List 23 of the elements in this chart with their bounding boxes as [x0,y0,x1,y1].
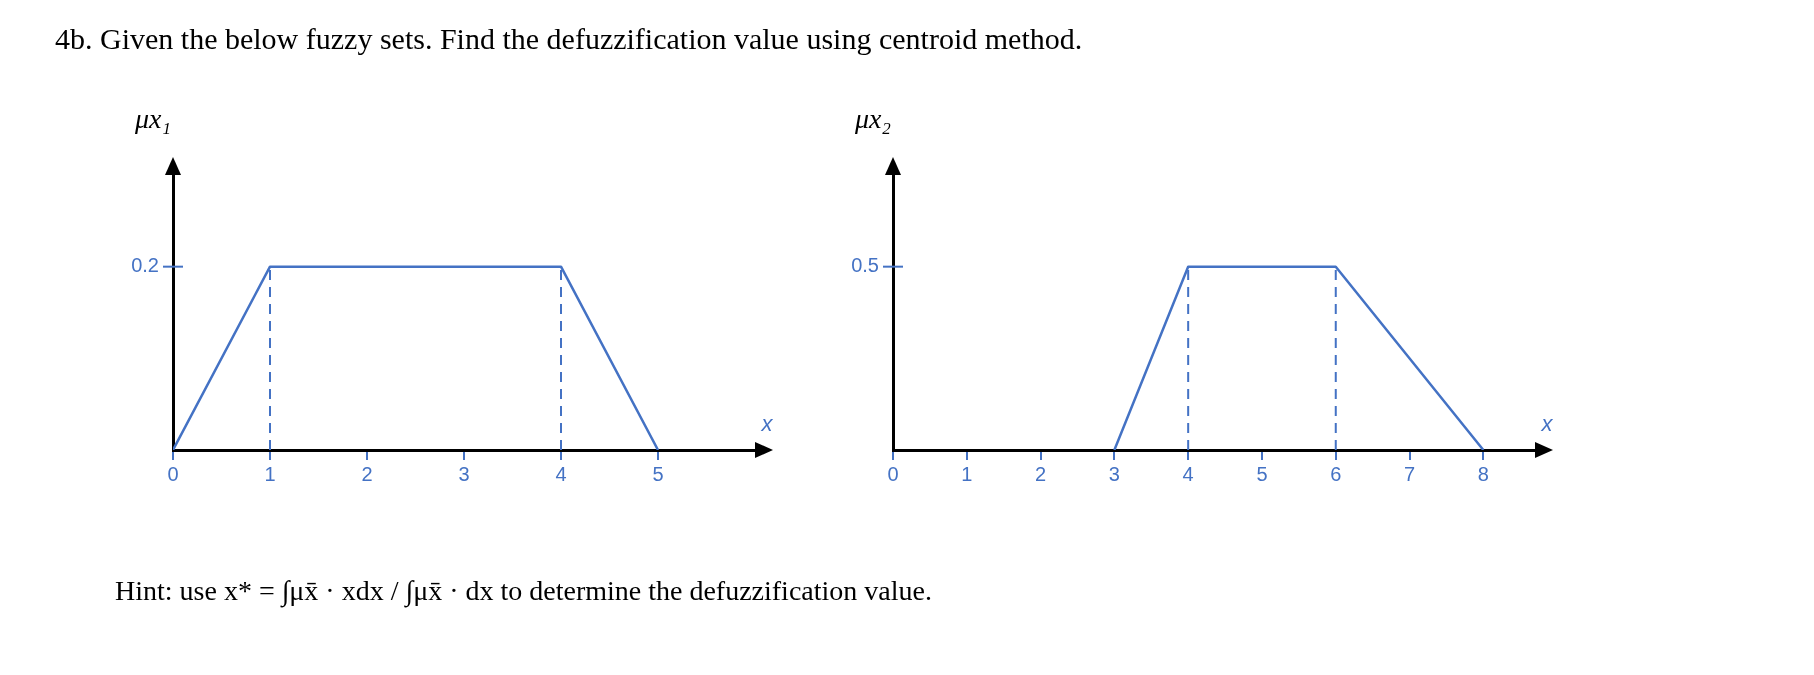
text: Hint: use x* = ∫μx̄ · xdx / ∫μx̄ · dx to determine the defuzzification value. [115,575,932,607]
x-tick-label: 6 [1330,462,1342,485]
y-axis-title: μx₁ [133,103,172,135]
x-tick-label: 3 [458,462,470,485]
x-tick-label: 3 [1108,462,1120,485]
x-axis-title: x [1540,411,1554,437]
chart-title: 4b. Given the below fuzzy sets. Find the defuzzification value using centroid method. [55,22,1083,56]
x-axis-title: x [760,411,774,437]
x-tick-label: 2 [361,462,373,485]
text: 0.2 [131,254,159,277]
y-axis-title: μx₂ [853,103,892,135]
x-tick-label: 8 [1477,462,1489,485]
x-tick-label: 0 [887,462,899,485]
x-tick-label: 5 [1256,462,1268,485]
x-tick-label: 1 [961,462,973,485]
x-tick-label: 4 [1182,462,1194,485]
x-tick-label: 0 [167,462,179,485]
text: 0.5 [851,254,879,277]
x-tick-label: 1 [264,462,276,485]
x-tick-label: 4 [555,462,567,485]
x-tick-label: 2 [1035,462,1047,485]
x-tick-label: 7 [1403,462,1416,485]
x-tick-label: 5 [652,462,664,485]
